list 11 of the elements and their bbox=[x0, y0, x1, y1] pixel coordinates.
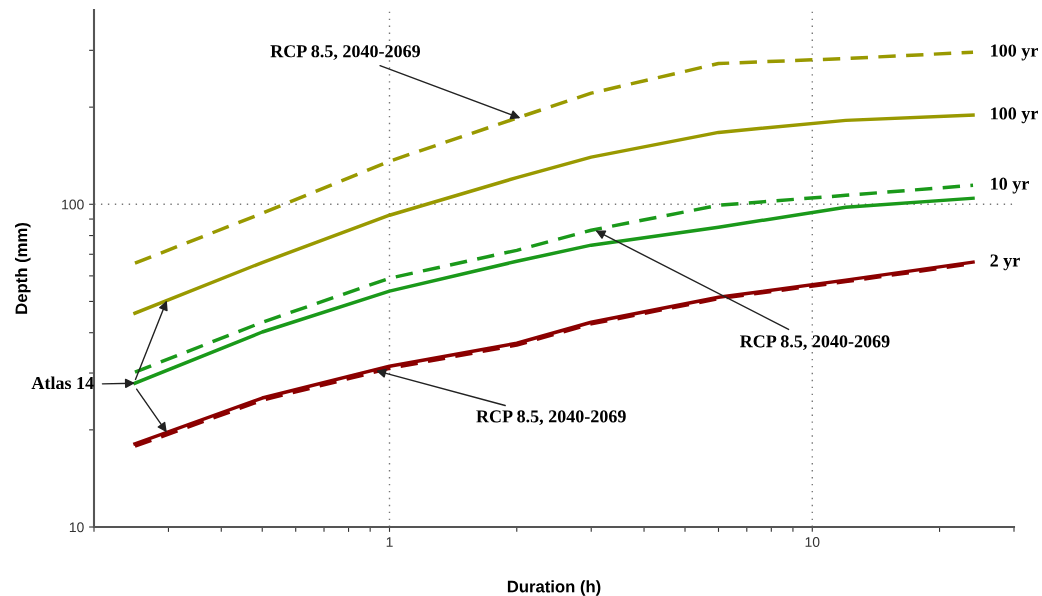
x-axis-title: Duration (h) bbox=[507, 580, 601, 596]
annotation: RCP 8.5, 2040-2069 bbox=[739, 335, 890, 351]
annotation: RCP 8.5, 2040-2069 bbox=[270, 45, 420, 60]
series-label: 2 yr bbox=[990, 254, 1020, 271]
x-tick-label: 1 bbox=[386, 537, 393, 547]
series-label: 100 yr bbox=[991, 44, 1038, 61]
series-label: 10 yr bbox=[991, 177, 1029, 194]
series-label: 100 yr bbox=[991, 107, 1038, 124]
y-tick-label: 100 bbox=[62, 199, 84, 210]
y-axis-title: Depth (mm) bbox=[15, 223, 31, 314]
annotation: RCP 8.5, 2040-2069 bbox=[476, 410, 626, 426]
